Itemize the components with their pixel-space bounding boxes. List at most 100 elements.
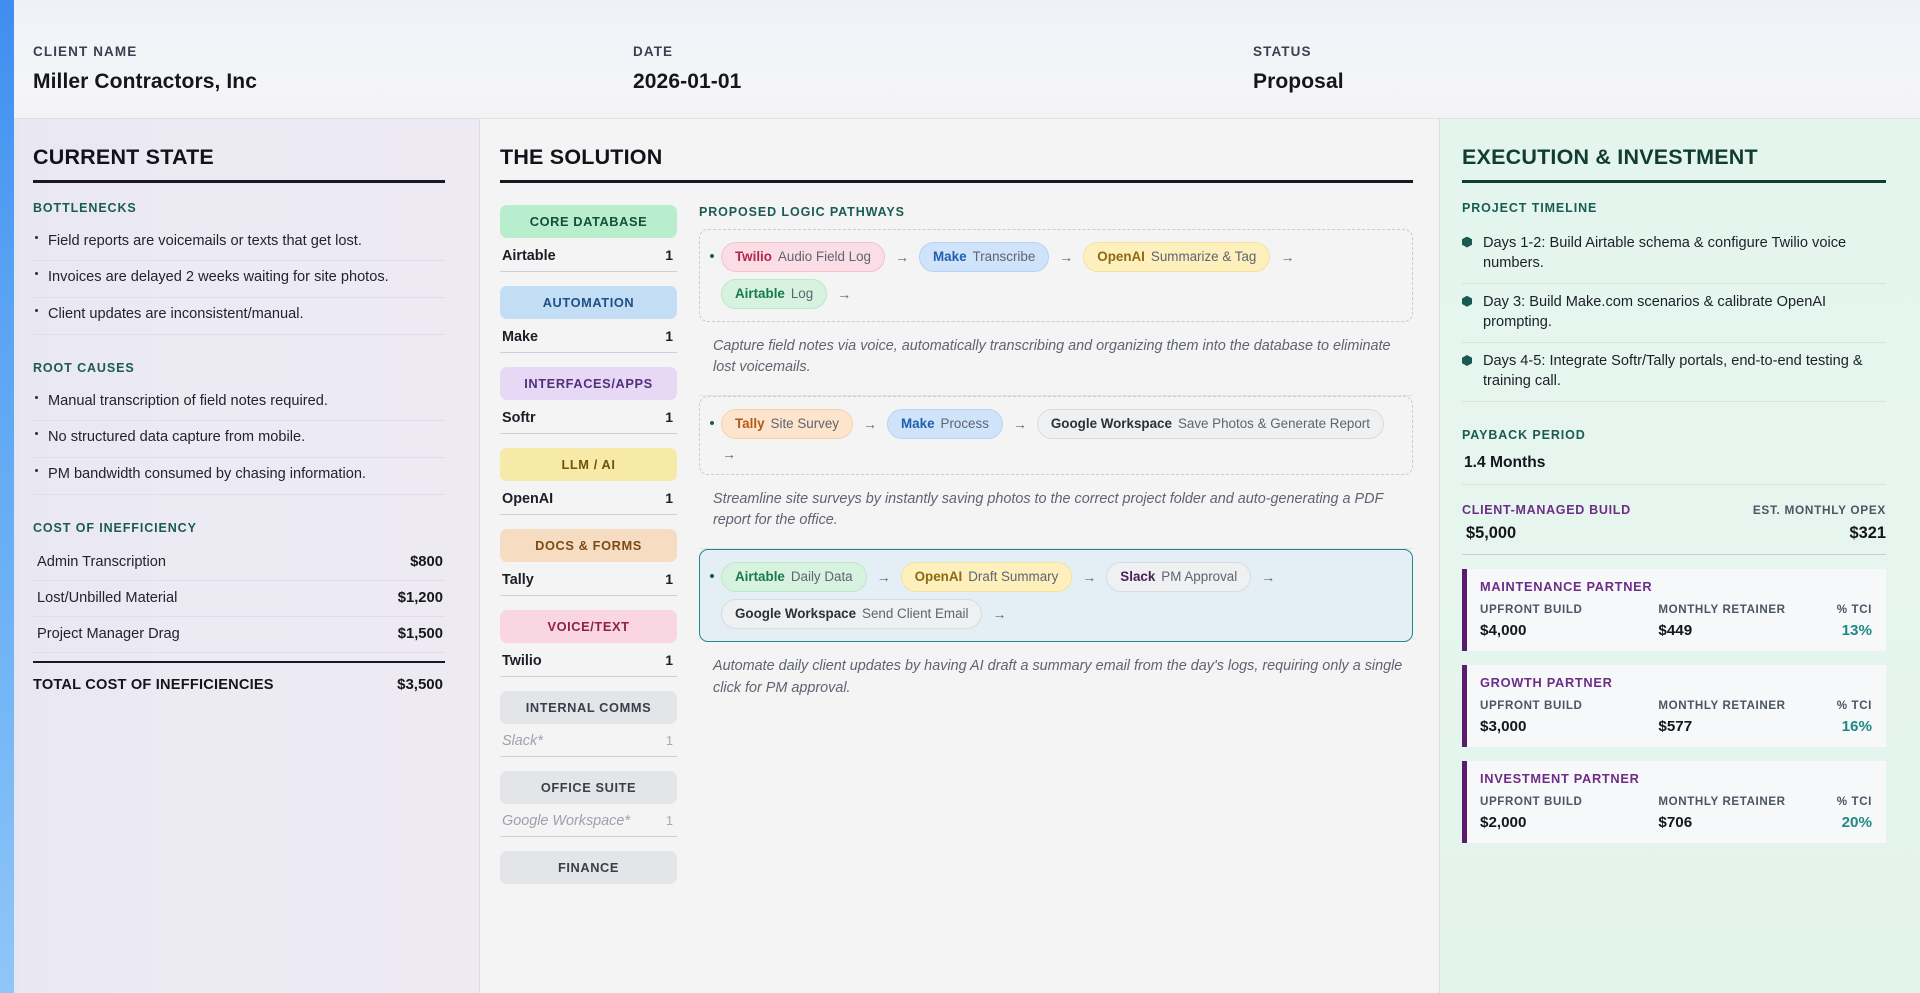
stack-category-pill[interactable]: LLM / AI: [500, 447, 677, 481]
stack-category-pill[interactable]: INTERNAL COMMS: [500, 690, 677, 724]
cost-name: Project Manager Drag: [37, 625, 180, 642]
execution-investment-panel: EXECUTION & INVESTMENT PROJECT TIMELINE …: [1440, 119, 1920, 993]
pathway-bullet-icon: [710, 420, 714, 425]
bottlenecks-label: BOTTLENECKS: [33, 200, 137, 215]
stack-tool-name: Tally: [502, 571, 534, 588]
stack-tool-qty: 1: [666, 813, 673, 828]
pathway-chip[interactable]: Make Transcribe: [919, 241, 1050, 272]
stack-category-pill[interactable]: OFFICE SUITE: [500, 770, 677, 804]
total-cost-row: TOTAL COST OF INEFFICIENCIES $3,500: [33, 663, 445, 693]
stack-tool-row: Softr 1: [500, 400, 677, 434]
stack-tool-row: Make 1: [500, 319, 677, 353]
chip-tool-name: Make: [901, 415, 935, 431]
bullet-dot-icon: [35, 395, 38, 399]
pathway-chip[interactable]: Twilio Audio Field Log: [721, 241, 886, 272]
cost-of-inefficiency-label: COST OF INEFFICIENCY: [33, 520, 197, 535]
percent-tci-value: 13%: [1841, 622, 1872, 640]
pathway-block[interactable]: Airtable Daily Data → OpenAI Draft Summary → S…: [699, 548, 1413, 642]
stack-tool-name: Airtable: [502, 247, 556, 264]
stack-tool-row: Slack* 1: [500, 724, 677, 757]
pathway-chip[interactable]: Slack PM Approval: [1106, 561, 1252, 592]
stack-category-pill[interactable]: VOICE/TEXT: [500, 609, 677, 643]
monthly-retainer-value: $577: [1658, 718, 1693, 736]
current-state-panel: CURRENT STATE BOTTLENECKS Field reports …: [0, 119, 480, 993]
stack-tool-row: Airtable 1: [500, 238, 677, 272]
percent-tci-label: % TCI: [1836, 603, 1872, 617]
status-value: Proposal: [1253, 70, 1344, 93]
timeline-text: Days 1-2: Build Airtable schema & config…: [1483, 234, 1847, 271]
solution-grid: CORE DATABASE Airtable 1 AUTOMATION Make 1 INT…: [500, 201, 1413, 884]
pathway-chip[interactable]: OpenAI Draft Summary: [900, 561, 1073, 592]
upfront-build-label: UPFRONT BUILD: [1480, 699, 1583, 713]
cost-value: $1,200: [397, 589, 443, 606]
chip-action: Draft Summary: [968, 568, 1059, 584]
partner-tier-card[interactable]: INVESTMENT PARTNER UPFRONT BUILD $2,000 MON…: [1462, 761, 1886, 844]
bottleneck-text: Field reports are voicemails or texts th…: [48, 232, 362, 249]
stack-category-pill[interactable]: CORE DATABASE: [500, 204, 677, 238]
current-state-title: CURRENT STATE: [33, 145, 214, 169]
stack-tool-name: Google Workspace*: [502, 812, 630, 829]
arrow-right-icon: →: [722, 445, 736, 462]
list-item: PM bandwidth consumed by chasing informa…: [33, 458, 445, 495]
stack-tool-name: Twilio: [502, 652, 542, 669]
chip-tool-name: Airtable: [735, 568, 785, 584]
bottlenecks-list: Field reports are voicemails or texts th…: [33, 225, 445, 335]
partner-tier-card[interactable]: MAINTENANCE PARTNER UPFRONT BUILD $4,000 MO…: [1462, 569, 1886, 652]
tier-columns: UPFRONT BUILD $3,000 MONTHLY RETAINER $577%…: [1480, 699, 1872, 735]
payback-period-label: PAYBACK PERIOD: [1462, 428, 1586, 443]
project-timeline-label: PROJECT TIMELINE: [1462, 200, 1598, 215]
cost-table: Admin Transcription $800 Lost/Unbilled Mat…: [33, 545, 445, 653]
opex-header-row: CLIENT-MANAGED BUILD EST. MONTHLY OPEX: [1462, 503, 1886, 517]
chip-tool-name: Google Workspace: [1050, 415, 1172, 431]
hexagon-bullet-icon: [1462, 236, 1472, 248]
pathway-block[interactable]: Tally Site Survey → Make Process → Google Work…: [699, 395, 1413, 475]
root-cause-text: PM bandwidth consumed by chasing informa…: [48, 465, 366, 482]
arrow-right-icon: →: [1280, 248, 1295, 265]
execution-title-divider: [1462, 180, 1886, 183]
cost-value: $1,500: [397, 625, 443, 642]
root-causes-label: ROOT CAUSES: [33, 360, 135, 375]
pathway: Twilio Audio Field Log → Make Transcribe → Ope…: [699, 228, 1413, 396]
left-edge-accent: [0, 0, 14, 993]
pathway-chip[interactable]: Airtable Log: [721, 278, 828, 309]
stack-tool-qty: 1: [665, 651, 673, 668]
client-managed-build-value: $5,000: [1466, 524, 1517, 543]
list-item: Client updates are inconsistent/manual.: [33, 298, 445, 335]
stack-category-pill[interactable]: INTERFACES/APPS: [500, 366, 677, 400]
arrow-right-icon: →: [1261, 568, 1276, 585]
stack-tool-qty: 1: [666, 733, 673, 748]
upfront-build-label: UPFRONT BUILD: [1480, 795, 1583, 809]
timeline-text: Days 4-5: Integrate Softr/Tally portals,…: [1483, 353, 1863, 390]
stack-tool-name: Softr: [502, 409, 536, 426]
chip-action: Transcribe: [972, 248, 1036, 264]
upfront-build-column: UPFRONT BUILD $2,000: [1480, 795, 1658, 831]
pathway-chip[interactable]: Google Workspace Send Client Email: [721, 598, 983, 629]
arrow-right-icon: →: [837, 285, 852, 302]
partner-tier-card[interactable]: GROWTH PARTNER UPFRONT BUILD $3,000 MONTHLY…: [1462, 665, 1886, 748]
pathway-chip[interactable]: Make Process: [887, 408, 1003, 439]
percent-tci-column: % TCI 20%: [1837, 795, 1872, 831]
pathway-chip[interactable]: OpenAI Summarize & Tag: [1083, 241, 1271, 272]
stack-category-pill[interactable]: DOCS & FORMS: [500, 528, 677, 562]
pathway-chip[interactable]: Airtable Daily Data: [721, 561, 867, 592]
pathway-block[interactable]: Twilio Audio Field Log → Make Transcribe → Ope…: [699, 228, 1413, 322]
stack-tool-name: OpenAI: [502, 490, 554, 507]
project-timeline-list: Days 1-2: Build Airtable schema & config…: [1462, 225, 1886, 403]
stack-category-pill[interactable]: FINANCE: [500, 850, 677, 884]
stack-category-pill[interactable]: AUTOMATION: [500, 285, 677, 319]
monthly-retainer-label: MONTHLY RETAINER: [1658, 795, 1786, 809]
arrow-right-icon: →: [992, 605, 1007, 622]
pathway-chip[interactable]: Tally Site Survey: [721, 408, 854, 439]
title-divider: [33, 180, 445, 183]
chip-tool-name: Airtable: [735, 285, 785, 301]
est-monthly-opex-value: $321: [1849, 524, 1886, 543]
pathway-chip[interactable]: Google Workspace Save Photos & Generate R…: [1036, 408, 1384, 439]
bullet-dot-icon: [35, 468, 38, 472]
solution-title: THE SOLUTION: [500, 145, 663, 169]
panels-row: CURRENT STATE BOTTLENECKS Field reports …: [0, 119, 1920, 993]
percent-tci-column: % TCI 16%: [1837, 699, 1872, 735]
bullet-dot-icon: [35, 272, 38, 276]
stack-tool-row: Google Workspace* 1: [500, 804, 677, 837]
percent-tci-label: % TCI: [1836, 795, 1872, 809]
pathways-list: Twilio Audio Field Log → Make Transcribe → Ope…: [699, 228, 1413, 716]
